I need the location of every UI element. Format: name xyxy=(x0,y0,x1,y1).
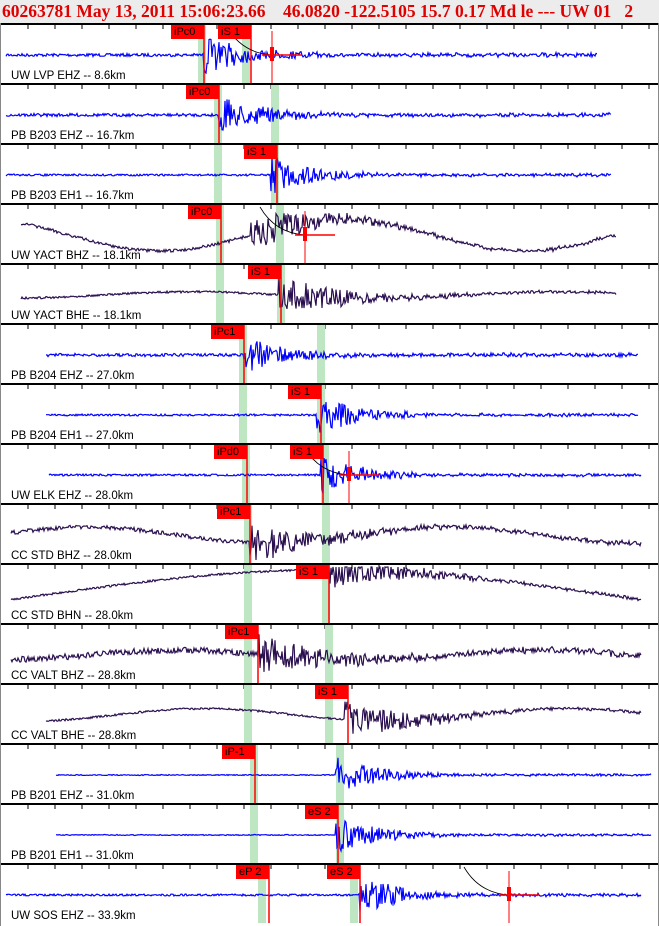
pick-window xyxy=(322,565,330,623)
trace-panel[interactable]: iS 1 PB B203 EH1 -- 16.7km xyxy=(1,143,658,203)
station-label: UW YACT BHE -- 18.1km xyxy=(11,310,142,322)
amplitude-bar xyxy=(270,47,274,61)
seismic-trace xyxy=(5,881,642,912)
trace-panel[interactable]: iPc0 PB B203 EHZ -- 16.7km xyxy=(1,83,658,143)
pick-window xyxy=(242,445,250,503)
trace-panel[interactable]: iS 1 UW YACT BHE -- 18.1km xyxy=(1,263,658,323)
seismic-trace xyxy=(48,457,642,494)
seismic-trace xyxy=(45,701,642,734)
pick-label[interactable]: eP 2 xyxy=(236,865,269,879)
trace-panel[interactable]: iPc0 UW YACT BHZ -- 18.1km xyxy=(1,203,658,263)
pick-window xyxy=(276,205,284,263)
seismic-trace xyxy=(20,211,616,254)
station-label: PB B203 EHZ -- 16.7km xyxy=(11,130,135,142)
pick-window xyxy=(336,805,344,863)
pick-window xyxy=(216,265,224,323)
trace-panel[interactable]: iP-1 PB B201 EHZ -- 31.0km xyxy=(1,743,658,803)
pick-label[interactable]: iPc1 xyxy=(225,625,258,639)
seismic-trace xyxy=(55,757,652,789)
waveform-plot xyxy=(20,265,650,323)
pick-label[interactable]: eS 2 xyxy=(327,865,360,879)
waveform-plot xyxy=(27,685,650,743)
pick-window xyxy=(250,745,258,803)
seismic-trace xyxy=(55,819,652,854)
seismic-trace xyxy=(20,277,617,309)
seismogram-panels: iPc0 iS 1 UW LVP EHZ -- 8.6km iPc0 PB B203 E… xyxy=(0,23,659,926)
seismic-trace xyxy=(46,401,639,433)
pick-label[interactable]: iS 1 xyxy=(244,145,277,159)
station-label: PB B204 EH1 -- 27.0km xyxy=(11,430,134,442)
station-label: UW YACT BHZ -- 18.1km xyxy=(11,250,141,262)
pick-label[interactable]: eS 2 xyxy=(305,805,338,819)
pick-label[interactable]: iS 1 xyxy=(290,445,323,459)
trace-panel[interactable]: iS 1 PB B204 EH1 -- 27.0km xyxy=(1,383,658,443)
waveform-plot xyxy=(10,505,650,563)
pick-label[interactable]: iS 1 xyxy=(248,265,281,279)
pick-window xyxy=(214,85,222,143)
seismic-trace xyxy=(10,522,642,561)
pick-label[interactable]: iPc0 xyxy=(171,25,204,39)
trace-panel[interactable]: iPd0 iS 1 UW ELK EHZ -- 28.0km xyxy=(1,443,658,503)
pick-label[interactable]: iPc0 xyxy=(186,85,219,99)
pick-window xyxy=(244,565,252,623)
trace-panel[interactable]: iPc0 iS 1 UW LVP EHZ -- 8.6km xyxy=(1,23,658,83)
event-header: 60263781 May 13, 2011 15:06:23.66 46.082… xyxy=(0,0,659,23)
station-label: PB B201 EH1 -- 31.0km xyxy=(11,850,134,862)
trace-panel[interactable]: iPc1 CC STD BHZ -- 28.0km xyxy=(1,503,658,563)
amplitude-bar xyxy=(303,227,307,241)
pick-label[interactable]: iPd0 xyxy=(214,445,247,459)
station-label: UW SOS EHZ -- 33.9km xyxy=(11,910,136,922)
pick-window xyxy=(214,145,222,203)
waveform-plot xyxy=(27,745,652,803)
pick-window xyxy=(325,685,333,743)
seismic-trace xyxy=(45,341,638,371)
pick-window xyxy=(322,505,330,563)
station-label: UW ELK EHZ -- 28.0km xyxy=(11,490,134,502)
amplitude-bar xyxy=(347,467,351,481)
trace-panel[interactable]: eS 2 PB B201 EH1 -- 31.0km xyxy=(1,803,658,863)
coda-curve xyxy=(463,866,510,896)
seismic-trace xyxy=(5,99,612,131)
pick-label[interactable]: iPc0 xyxy=(188,205,221,219)
trace-panel[interactable]: iPc1 PB B204 EHZ -- 27.0km xyxy=(1,323,658,383)
seismic-trace xyxy=(5,155,612,193)
waveform-plot xyxy=(10,625,650,683)
station-label: PB B204 EHZ -- 27.0km xyxy=(11,370,135,382)
pick-window xyxy=(321,445,329,503)
amplitude-bar xyxy=(507,887,511,901)
station-label: PB B201 EHZ -- 31.0km xyxy=(11,790,135,802)
station-label: CC STD BHN -- 28.0km xyxy=(11,610,134,622)
pick-label[interactable]: iS 1 xyxy=(296,565,329,579)
station-label: UW LVP EHZ -- 8.6km xyxy=(11,70,126,82)
pick-window xyxy=(350,865,358,923)
station-label: CC VALT BHE -- 28.8km xyxy=(11,730,137,742)
waveform-plot xyxy=(5,145,650,203)
trace-panel[interactable]: eP 2 eS 2 UW SOS EHZ -- 33.9km xyxy=(1,863,658,923)
pick-label[interactable]: iPc1 xyxy=(217,505,250,519)
station-label: PB B203 EH1 -- 16.7km xyxy=(11,190,134,202)
seismic-trace xyxy=(10,634,642,672)
seismic-trace xyxy=(5,38,598,75)
pick-window xyxy=(325,625,333,683)
trace-panel[interactable]: iPc1 CC VALT BHZ -- 28.8km xyxy=(1,623,658,683)
trace-panel[interactable]: iS 1 CC VALT BHE -- 28.8km xyxy=(1,683,658,743)
pick-label[interactable]: iP-1 xyxy=(222,745,255,759)
pick-label[interactable]: iPc1 xyxy=(211,325,244,339)
pick-label[interactable]: iS 1 xyxy=(315,685,348,699)
waveform-plot xyxy=(27,805,652,863)
pick-window xyxy=(216,205,224,263)
waveform-plot xyxy=(5,865,650,923)
station-label: CC VALT BHZ -- 28.8km xyxy=(11,670,136,682)
station-label: CC STD BHZ -- 28.0km xyxy=(11,550,132,562)
waveform-plot xyxy=(27,445,650,503)
pick-window xyxy=(242,25,250,83)
trace-panel[interactable]: iS 1 CC STD BHN -- 28.0km xyxy=(1,563,658,623)
waveform-plot xyxy=(20,205,650,263)
pick-label[interactable]: iS 1 xyxy=(288,385,321,399)
pick-label[interactable]: iS 1 xyxy=(218,25,251,39)
pick-window xyxy=(244,505,252,563)
pick-window xyxy=(244,685,252,743)
waveform-plot xyxy=(5,25,650,83)
